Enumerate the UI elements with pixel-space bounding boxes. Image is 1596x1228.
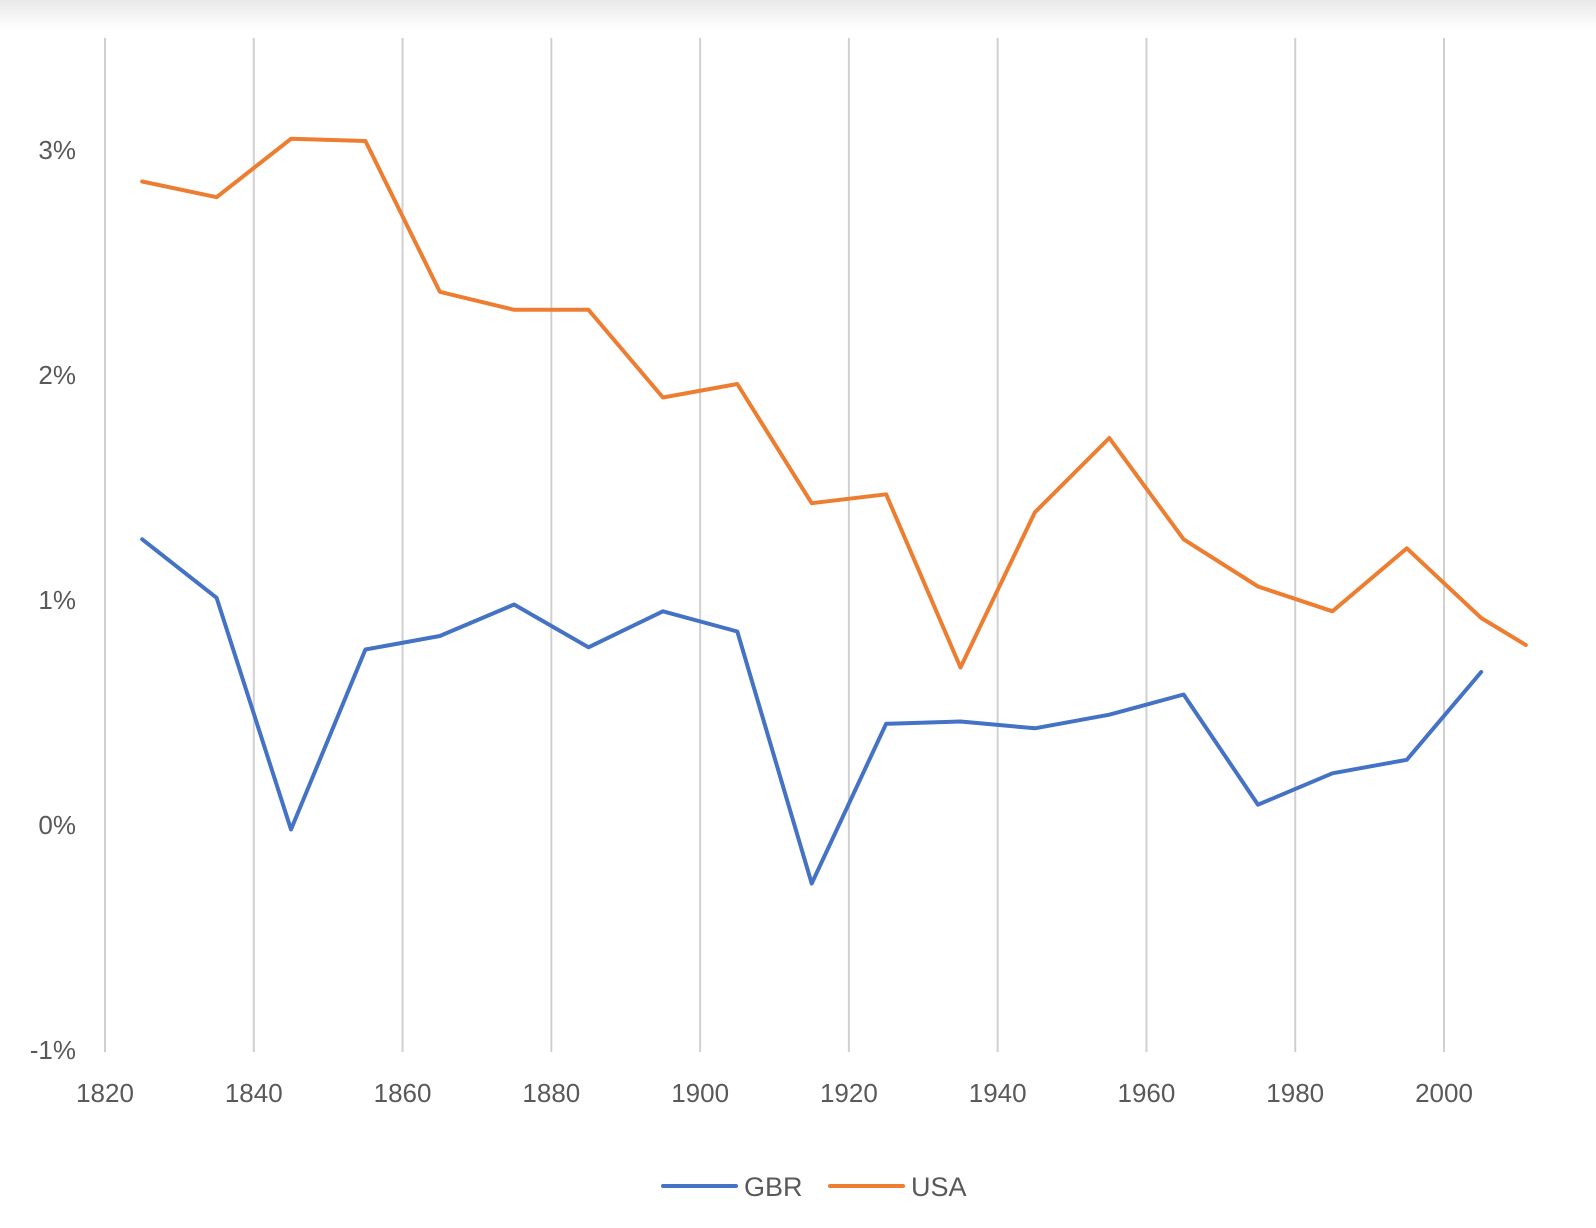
y-tick-label: 0% [38, 810, 76, 840]
x-tick-label: 1900 [671, 1078, 729, 1108]
series-line-gbr [140, 537, 1484, 886]
y-axis-tick-labels: -1% 0% 1% 2% 3% [30, 135, 76, 1065]
x-tick-label: 2000 [1415, 1078, 1473, 1108]
x-tick-label: 1820 [76, 1078, 134, 1108]
x-tick-label: 1880 [522, 1078, 580, 1108]
x-tick-label: 1940 [969, 1078, 1027, 1108]
legend-label: GBR [744, 1172, 803, 1202]
y-tick-label: 3% [38, 135, 76, 165]
x-tick-label: 1980 [1266, 1078, 1324, 1108]
x-tick-label: 1840 [225, 1078, 283, 1108]
y-tick-label: 1% [38, 585, 76, 615]
legend[interactable]: GBR USA [661, 1172, 967, 1202]
legend-item-usa[interactable]: USA [828, 1172, 967, 1202]
grid [104, 38, 1445, 1052]
legend-label: USA [911, 1172, 967, 1202]
x-tick-label: 1960 [1118, 1078, 1176, 1108]
x-tick-label: 1860 [374, 1078, 432, 1108]
series-line-usa [140, 136, 1528, 670]
y-tick-label: 2% [38, 360, 76, 390]
y-tick-label: -1% [30, 1035, 76, 1065]
series-lines [140, 136, 1528, 886]
x-axis-tick-labels: 1820 1840 1860 1880 1900 1920 1940 1960 1980 2000 [76, 1078, 1473, 1108]
x-tick-label: 1920 [820, 1078, 878, 1108]
top-shade [0, 0, 1596, 30]
legend-item-gbr[interactable]: GBR [661, 1172, 803, 1202]
